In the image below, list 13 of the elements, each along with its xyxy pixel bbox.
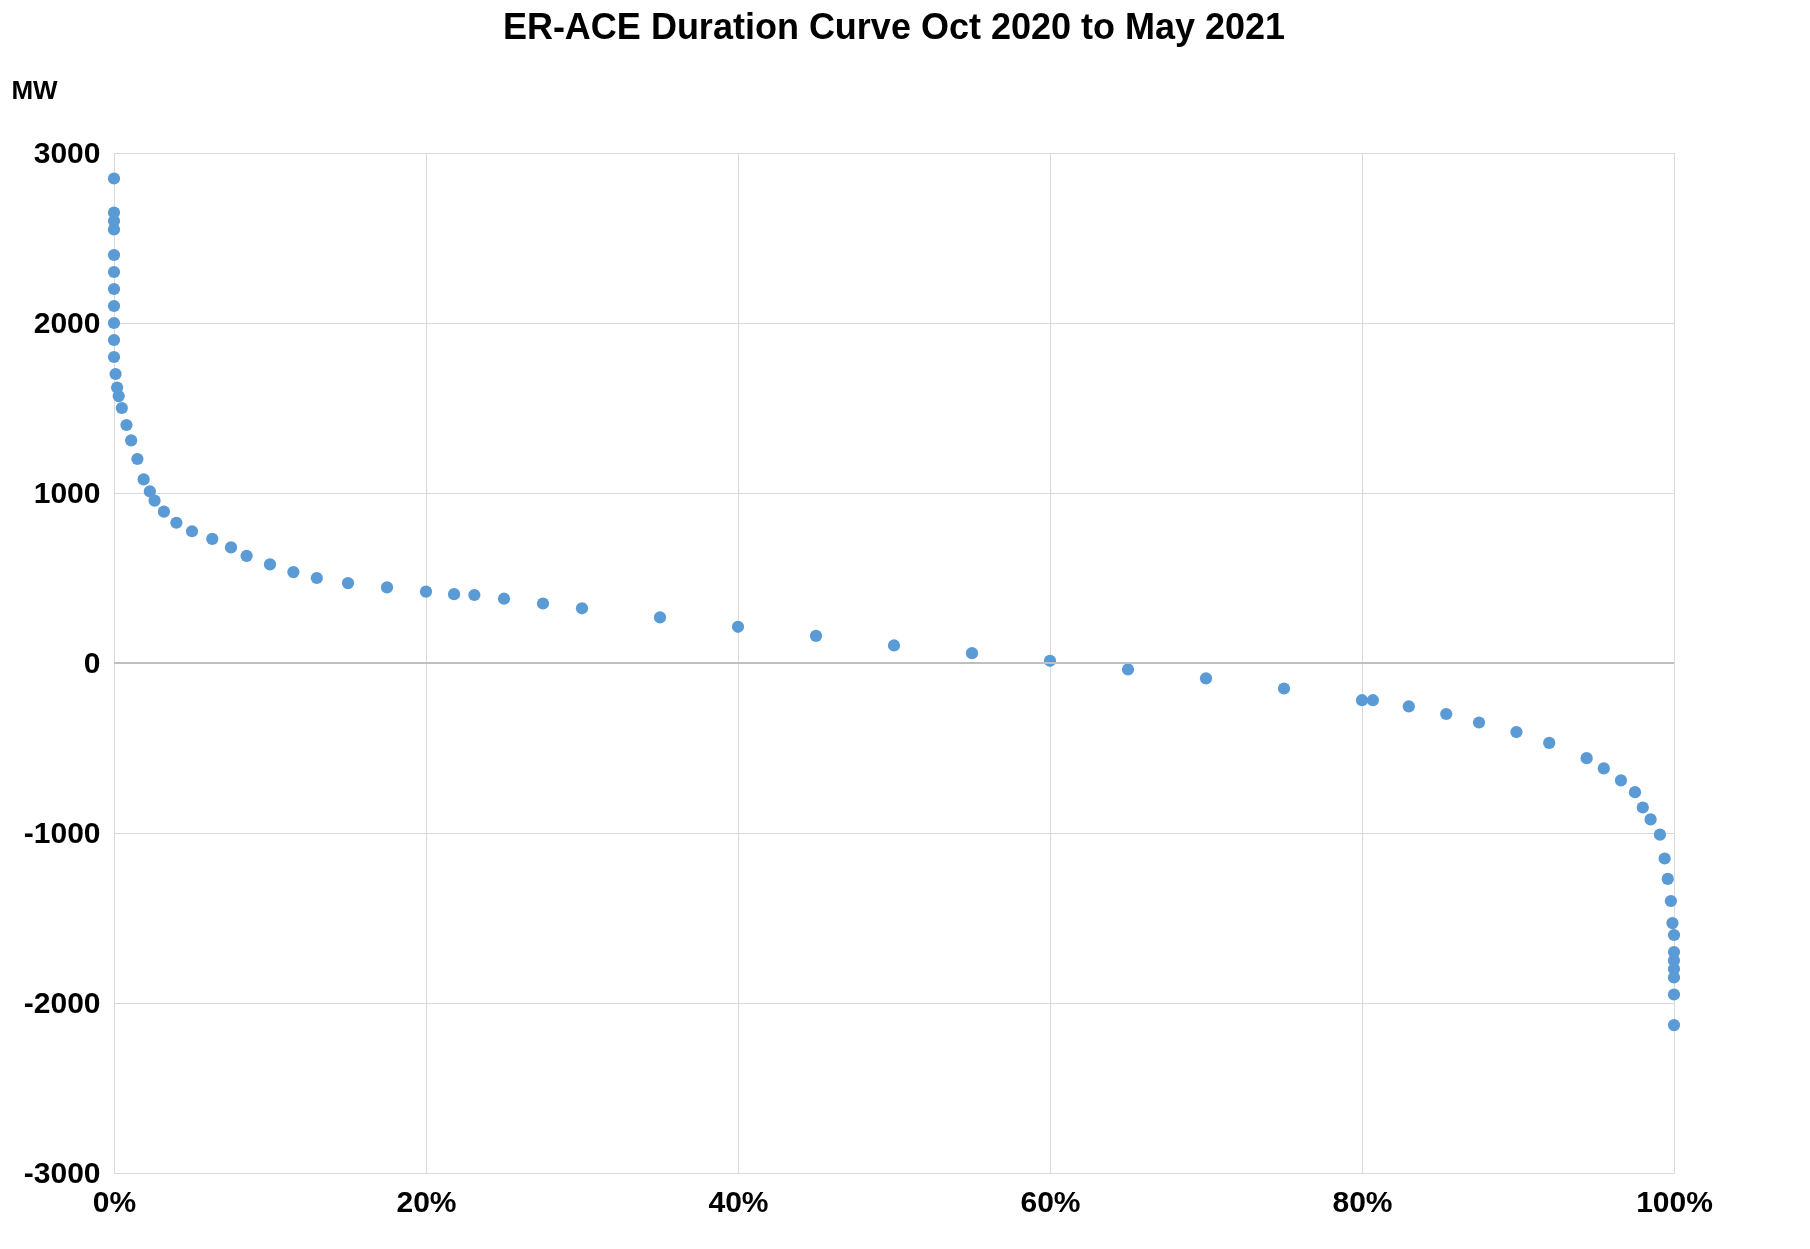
x-tick-label: 80%: [1332, 1184, 1393, 1218]
y-tick-label: -1000: [23, 815, 101, 849]
y-tick-label: -2000: [23, 985, 101, 1019]
y-tick-label: 1000: [33, 475, 101, 509]
y-tick-label: 0: [83, 645, 101, 679]
x-tick-label: 20%: [396, 1184, 457, 1218]
x-tick-label: 40%: [708, 1184, 769, 1218]
x-tick-label: 100%: [1636, 1184, 1713, 1218]
y-axis-title: MW: [11, 74, 59, 105]
x-tick-label: 60%: [1020, 1184, 1081, 1218]
y-tick-label: 3000: [33, 135, 101, 169]
chart-title: ER-ACE Duration Curve Oct 2020 to May 2021: [502, 6, 1286, 47]
y-tick-label: 2000: [33, 305, 101, 339]
